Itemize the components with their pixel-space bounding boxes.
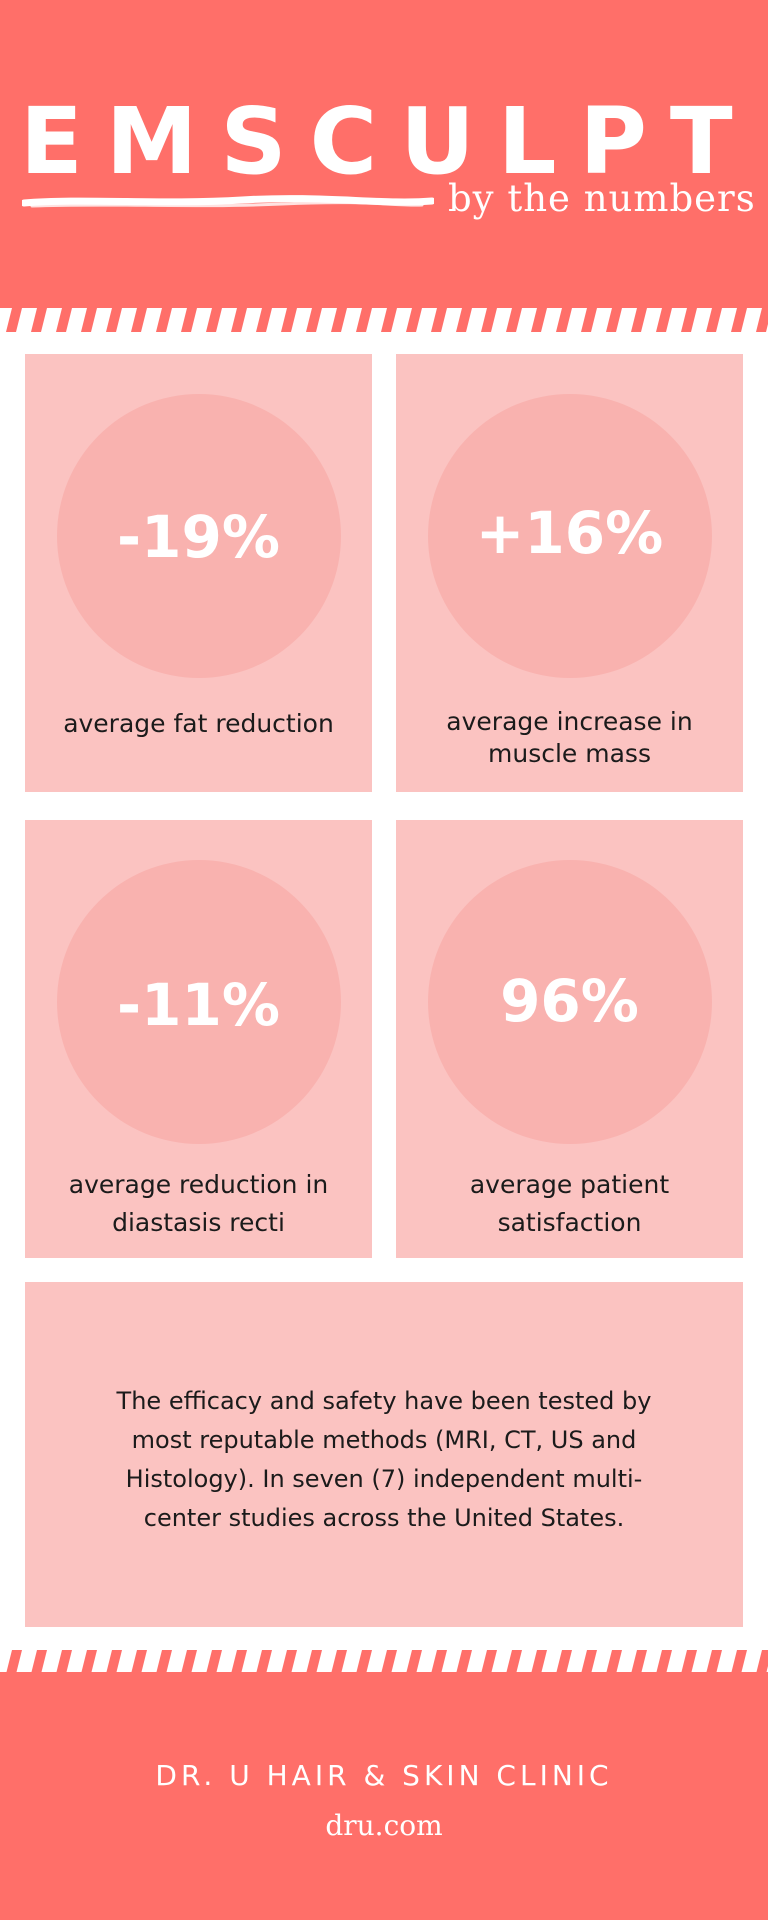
study-notes-card: The efficacy and safety have been tested… (25, 1282, 743, 1627)
stat-circle (428, 394, 712, 678)
stripe-slash (506, 1650, 522, 1674)
stripe-slash (281, 308, 297, 332)
stripe-slash (181, 308, 197, 332)
stripe-slash (356, 1650, 372, 1674)
stripe-slash (556, 1650, 572, 1674)
stat-label: average fat reduction (63, 709, 334, 738)
brush-stroke-underline (22, 195, 434, 208)
stripe-slash (756, 308, 768, 332)
stripe-slash (406, 1650, 422, 1674)
stripe-slash (231, 1650, 247, 1674)
stat-circle (428, 860, 712, 1144)
study-notes-text: The efficacy and safety have been tested… (116, 1387, 652, 1532)
stripe-slash (6, 1650, 22, 1674)
stripe-slash (281, 1650, 297, 1674)
page-subtitle: by the numbers (448, 177, 756, 220)
stripe-slash (206, 1650, 222, 1674)
stripe-slash (31, 308, 47, 332)
stripe-slash (31, 1650, 47, 1674)
stripe-slash (106, 1650, 122, 1674)
stripe-slash (531, 308, 547, 332)
stripe-slash (156, 308, 172, 332)
stat-label: average increase in muscle mass (446, 707, 693, 768)
header-banner: EMSCULPT by the numbers (0, 0, 768, 330)
stat-label: average patient satisfaction (469, 1170, 670, 1237)
stat-card-diastasis-recti: -11% average reduction in diastasis rect… (25, 820, 372, 1258)
stat-card-muscle-mass: +16% average increase in muscle mass (396, 354, 743, 792)
stripe-slash (531, 1650, 547, 1674)
stripe-slash (56, 308, 72, 332)
stripe-slash (56, 1650, 72, 1674)
stripe-slash (731, 308, 747, 332)
stat-circle (57, 860, 341, 1144)
stripe-slash (256, 1650, 272, 1674)
stripe-slash (756, 1650, 768, 1674)
stripe-slash (456, 308, 472, 332)
stripe-slash (156, 1650, 172, 1674)
stripe-slash (331, 1650, 347, 1674)
stripe-slash (706, 1650, 722, 1674)
stripe-slash (481, 1650, 497, 1674)
stripe-slash (81, 1650, 97, 1674)
stripe-slash (381, 1650, 397, 1674)
stripe-slash (681, 308, 697, 332)
stripe-slash (481, 308, 497, 332)
stat-value: 96% (500, 967, 639, 1035)
stripe-slash (306, 308, 322, 332)
footer-banner: DR. U HAIR & SKIN CLINIC dru.com (0, 1672, 768, 1920)
stripe-slash (656, 1650, 672, 1674)
stat-label: average reduction in diastasis recti (68, 1170, 329, 1237)
stripe-slash (606, 1650, 622, 1674)
stat-card-patient-satisfaction: 96% average patient satisfaction (396, 820, 743, 1258)
stripe-divider-bottom (0, 1650, 768, 1674)
stripe-slash (331, 308, 347, 332)
stripe-slash (506, 308, 522, 332)
stripe-slash (406, 308, 422, 332)
stripe-slash (631, 308, 647, 332)
stat-value: -19% (117, 503, 280, 571)
stripe-slash (706, 308, 722, 332)
stripe-slash (656, 308, 672, 332)
clinic-name: DR. U HAIR & SKIN CLINIC (155, 1759, 613, 1792)
stripe-slash (131, 308, 147, 332)
stripe-slash (181, 1650, 197, 1674)
page-title: EMSCULPT (20, 88, 756, 195)
stripe-slash (6, 308, 22, 332)
stripe-slash (431, 308, 447, 332)
stripe-slash (556, 308, 572, 332)
stripe-slash (256, 308, 272, 332)
stripe-slash (381, 308, 397, 332)
stripe-slash (681, 1650, 697, 1674)
stat-circle (57, 394, 341, 678)
stripe-slash (81, 308, 97, 332)
stat-card-fat-reduction: -19% average fat reduction (25, 354, 372, 792)
clinic-website: dru.com (325, 1809, 443, 1842)
stripe-slash (206, 308, 222, 332)
stripe-slash (131, 1650, 147, 1674)
stripe-slash (306, 1650, 322, 1674)
stripe-divider-top (0, 308, 768, 332)
stripe-slash (456, 1650, 472, 1674)
stat-value: +16% (475, 499, 664, 567)
stripe-slash (581, 1650, 597, 1674)
stripe-slash (631, 1650, 647, 1674)
stripe-slash (581, 308, 597, 332)
stripe-slash (431, 1650, 447, 1674)
stripe-slash (231, 308, 247, 332)
stripe-slash (731, 1650, 747, 1674)
stripe-slash (356, 308, 372, 332)
stripe-slash (106, 308, 122, 332)
stat-value: -11% (117, 971, 280, 1039)
stripe-slash (606, 308, 622, 332)
